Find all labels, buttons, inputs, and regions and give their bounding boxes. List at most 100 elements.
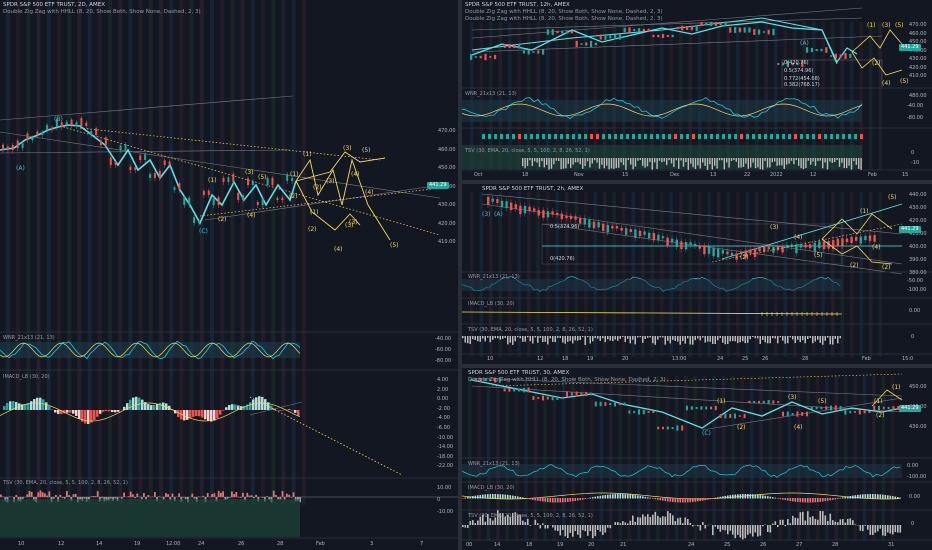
macd-bar [534, 498, 537, 501]
macd-bar [789, 498, 792, 501]
mid-right-chart-panel[interactable]: SPDR S&P 500 ETF TRUST, 2h, AMEX 440.00 4… [462, 184, 932, 364]
tsv-bar [290, 497, 293, 498]
trendline-cyan [721, 203, 903, 260]
candle-body [681, 425, 684, 431]
tsv-bar [897, 525, 899, 533]
tsv-bar [171, 493, 174, 497]
tr-time-tick: 18 [522, 172, 529, 178]
candle-body [832, 240, 835, 249]
tsv-bar [704, 158, 706, 166]
candle-body [291, 178, 294, 181]
macd-bar [231, 404, 234, 410]
tsv-bar [544, 336, 546, 342]
session-band [77, 0, 82, 505]
candle-body [173, 187, 176, 190]
tsv-bar [706, 158, 709, 170]
tsv-bar [649, 517, 652, 525]
macd-bar [887, 495, 889, 499]
tsv-bar [534, 158, 536, 162]
tsv-bar [692, 336, 694, 345]
tsv-bar [222, 491, 224, 497]
tsv-bar [517, 336, 519, 338]
session-band [660, 22, 664, 170]
candle-body [796, 411, 799, 417]
macd-bar [777, 498, 779, 499]
br-wave-4: (4) [794, 424, 803, 431]
tsv-bar [752, 158, 754, 163]
left-chart-panel[interactable]: SPDR S&P 500 ETF TRUST, 2D, AMEX Double … [0, 0, 458, 550]
tsv-bar [524, 522, 527, 525]
signal-marker [542, 134, 545, 139]
candle-body [566, 391, 568, 397]
macd-bar [857, 494, 859, 499]
top-right-chart-panel[interactable]: SPDR S&P 500 ETF TRUST, 12h, AMEX Double… [462, 0, 932, 180]
session-band [479, 22, 483, 170]
macd-bar [824, 498, 827, 502]
tsv-bar [672, 336, 674, 340]
tsv-bar [639, 517, 642, 525]
macd-bar [75, 410, 78, 416]
macd-bar [782, 498, 784, 500]
tr-price-tick: 410.00 [909, 73, 927, 79]
candle-body [806, 411, 808, 417]
candle-body [168, 161, 171, 165]
tsv-bar [606, 158, 608, 166]
candle-body [523, 206, 527, 214]
macd-bar [654, 498, 657, 500]
signal-marker [650, 134, 653, 139]
candle-body [207, 190, 210, 195]
macd-bar [694, 498, 697, 502]
signal-marker [782, 134, 785, 139]
session-band [517, 22, 521, 170]
macd-bar [584, 498, 587, 500]
session-band [584, 192, 588, 357]
mr-wave-3b: (3) [770, 224, 779, 231]
macd-bar [707, 498, 709, 500]
candle-body [628, 410, 631, 414]
left-price-tick: 470.00 [438, 128, 456, 134]
br-chart-subtitle: Double Zig Zag with HHLL (8, 20, Show Bo… [468, 377, 666, 383]
horizontal-divider-1[interactable] [462, 180, 932, 184]
macd-bar [627, 494, 629, 499]
macd-bar [42, 399, 45, 410]
tsv-bar [836, 158, 838, 161]
candle-body [519, 205, 522, 215]
tsv-bar [837, 522, 839, 525]
wave-label-4c: (4) [365, 189, 374, 196]
vertical-divider[interactable] [458, 0, 462, 550]
tsv-bar [101, 497, 103, 499]
wave-label-B: (B) [54, 116, 63, 123]
candle-body [707, 246, 711, 254]
horizontal-divider-2[interactable] [462, 364, 932, 368]
macd-bar [522, 497, 524, 499]
macd-bar [747, 494, 749, 499]
candle-body [606, 225, 609, 233]
macd-bar [557, 498, 559, 503]
tsv-bar [862, 525, 864, 532]
tsv-bar [462, 525, 464, 528]
tr-time-tick: Feb [868, 172, 877, 178]
tsv-bar [759, 525, 762, 536]
candle-body [795, 244, 798, 254]
tsv-bar [547, 525, 549, 529]
bottom-right-chart-panel[interactable]: SPDR S&P 500 ETF TRUST, 30, AMEX Double … [462, 368, 932, 550]
candle-body [863, 410, 866, 414]
mr-time-tick: 10 [487, 356, 494, 362]
tsv-bar [829, 336, 831, 345]
macd-bar [24, 404, 27, 410]
macd-bar [639, 495, 642, 499]
tsv-bar [745, 158, 747, 164]
tsv-bar [794, 517, 797, 525]
macd-bar [138, 397, 141, 410]
candle-body [705, 22, 708, 26]
session-band [555, 22, 559, 170]
candle-body [588, 219, 591, 228]
tsv-bar [589, 336, 591, 344]
signal-marker [626, 134, 629, 139]
tsv-bar [732, 525, 734, 535]
session-band [199, 0, 204, 505]
candle-body [60, 122, 63, 127]
signal-marker [680, 134, 683, 139]
tsv-bar [68, 495, 70, 497]
tsv-bar [618, 158, 620, 168]
